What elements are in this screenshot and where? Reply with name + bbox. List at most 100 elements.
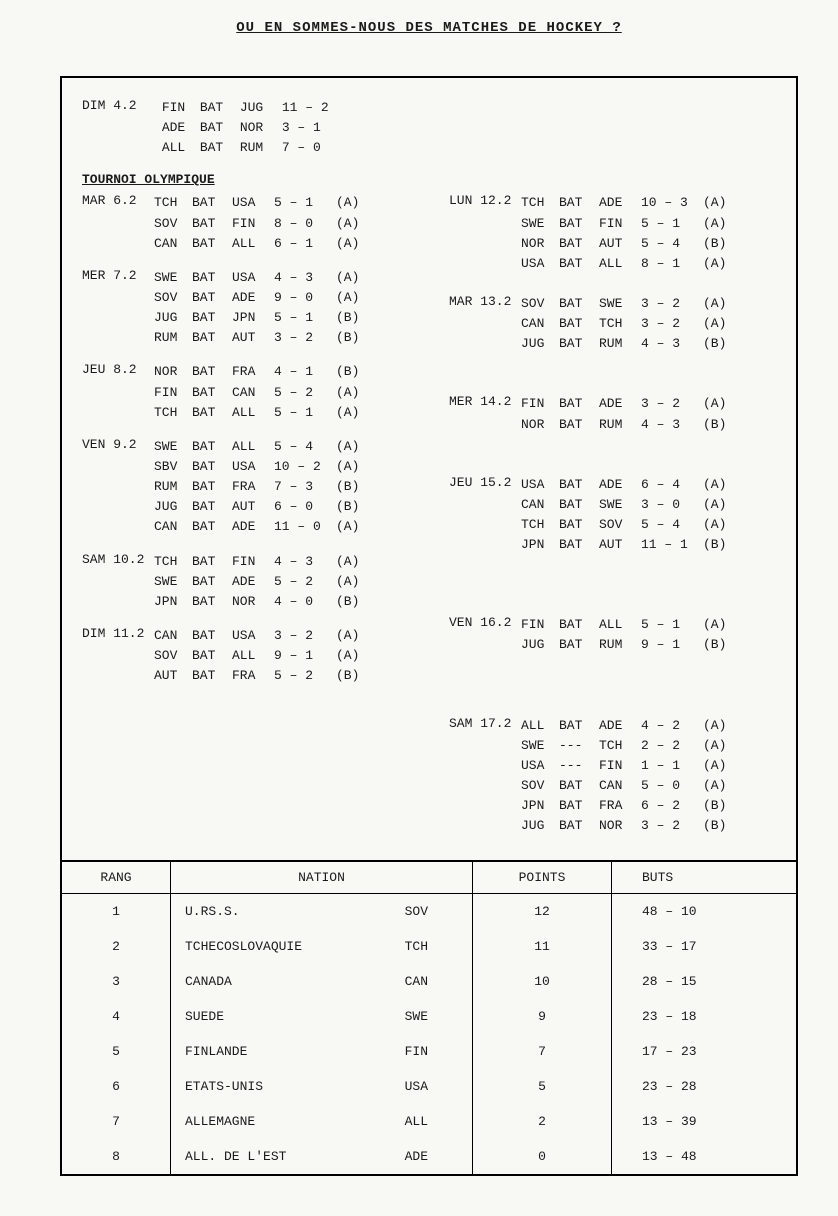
header-rang: RANG <box>62 862 171 894</box>
table-row: 7ALLEMAGNEALL213 – 39 <box>62 1104 796 1139</box>
match-line: FINBATJUG11 – 2 <box>162 98 374 118</box>
cell-buts: 23 – 28 <box>612 1069 797 1104</box>
day-columns: MAR 6.2TCHBATUSA5 – 1(A)SOVBATFIN8 – 0(A… <box>82 193 776 850</box>
cell-points: 10 <box>473 964 612 999</box>
cell-buts: 23 – 18 <box>612 999 797 1034</box>
cell-rang: 6 <box>62 1069 171 1104</box>
match-line: TCHBATADE10 – 3(A) <box>521 193 733 213</box>
match-line: NORBATRUM4 – 3(B) <box>521 415 733 435</box>
match-line: SWEBATUSA4 – 3(A) <box>154 268 366 288</box>
match-line: JPNBATAUT11 – 1(B) <box>521 535 733 555</box>
match-line: RUMBATAUT3 – 2(B) <box>154 328 366 348</box>
cell-points: 12 <box>473 894 612 930</box>
cell-nation: FINLANDEFIN <box>171 1034 473 1069</box>
match-line: AUTBATFRA5 – 2(B) <box>154 666 366 686</box>
table-row: 4SUEDESWE923 – 18 <box>62 999 796 1034</box>
cell-points: 0 <box>473 1139 612 1174</box>
day-block: JEU 15.2USABATADE6 – 4(A)CANBATSWE3 – 0(… <box>449 475 776 556</box>
match-line: JUGBATRUM9 – 1(B) <box>521 635 733 655</box>
right-column: LUN 12.2TCHBATADE10 – 3(A)SWEBATFIN5 – 1… <box>449 193 776 850</box>
day-block: DIM 11.2CANBATUSA3 – 2(A)SOVBATALL9 – 1(… <box>82 626 409 686</box>
match-line: SWEBATFIN5 – 1(A) <box>521 214 733 234</box>
match-line: JPNBATNOR4 – 0(B) <box>154 592 366 612</box>
match-line: SWEBATALL5 – 4(A) <box>154 437 366 457</box>
table-row: 6ETATS-UNISUSA523 – 28 <box>62 1069 796 1104</box>
match-line: JUGBATNOR3 – 2(B) <box>521 816 733 836</box>
main-box: DIM 4.2 FINBATJUG11 – 2ADEBATNOR3 – 1ALL… <box>60 76 798 1176</box>
match-line: CANBATADE11 – 0(A) <box>154 517 366 537</box>
match-line: JPNBATFRA6 – 2(B) <box>521 796 733 816</box>
cell-points: 2 <box>473 1104 612 1139</box>
day-label: MER 14.2 <box>449 394 521 409</box>
day-label: JEU 8.2 <box>82 362 154 377</box>
cell-nation: ALL. DE L'ESTADE <box>171 1139 473 1174</box>
day-block: SAM 17.2ALLBATADE4 – 2(A)SWE---TCH2 – 2(… <box>449 716 776 837</box>
cell-rang: 7 <box>62 1104 171 1139</box>
cell-rang: 2 <box>62 929 171 964</box>
match-line: TCHBATSOV5 – 4(A) <box>521 515 733 535</box>
day-block: VEN 9.2SWEBATALL5 – 4(A)SBVBATUSA10 – 2(… <box>82 437 409 538</box>
results-area: DIM 4.2 FINBATJUG11 – 2ADEBATNOR3 – 1ALL… <box>62 78 796 860</box>
day-block: VEN 16.2FINBATALL5 – 1(A)JUGBATRUM9 – 1(… <box>449 615 776 655</box>
header-points: POINTS <box>473 862 612 894</box>
cell-buts: 28 – 15 <box>612 964 797 999</box>
day-block: JEU 8.2NORBATFRA4 – 1(B)FINBATCAN5 – 2(A… <box>82 362 409 422</box>
day-label: JEU 15.2 <box>449 475 521 490</box>
day-label: LUN 12.2 <box>449 193 521 208</box>
table-row: 3CANADACAN1028 – 15 <box>62 964 796 999</box>
day-block: LUN 12.2TCHBATADE10 – 3(A)SWEBATFIN5 – 1… <box>449 193 776 274</box>
match-line: USA---FIN1 – 1(A) <box>521 756 733 776</box>
match-line: RUMBATFRA7 – 3(B) <box>154 477 366 497</box>
cell-rang: 8 <box>62 1139 171 1174</box>
page: OU EN SOMMES-NOUS DES MATCHES DE HOCKEY … <box>0 0 838 1216</box>
cell-points: 5 <box>473 1069 612 1104</box>
match-line: TCHBATALL5 – 1(A) <box>154 403 366 423</box>
match-line: USABATALL8 – 1(A) <box>521 254 733 274</box>
cell-buts: 33 – 17 <box>612 929 797 964</box>
match-line: ADEBATNOR3 – 1 <box>162 118 374 138</box>
match-line: JUGBATJPN5 – 1(B) <box>154 308 366 328</box>
standings-table: RANG NATION POINTS BUTS 1U.RS.S.SOV1248 … <box>62 860 796 1174</box>
match-line: SWE---TCH2 – 2(A) <box>521 736 733 756</box>
cell-rang: 5 <box>62 1034 171 1069</box>
day-block: MAR 6.2TCHBATUSA5 – 1(A)SOVBATFIN8 – 0(A… <box>82 193 409 253</box>
match-line: ALLBATRUM7 – 0 <box>162 138 374 158</box>
match-line: CANBATSWE3 – 0(A) <box>521 495 733 515</box>
cell-buts: 13 – 39 <box>612 1104 797 1139</box>
table-row: 8ALL. DE L'ESTADE013 – 48 <box>62 1139 796 1174</box>
match-line: FINBATADE3 – 2(A) <box>521 394 733 414</box>
day-block: MER 7.2SWEBATUSA4 – 3(A)SOVBATADE9 – 0(A… <box>82 268 409 349</box>
match-line: JUGBATAUT6 – 0(B) <box>154 497 366 517</box>
cell-points: 7 <box>473 1034 612 1069</box>
match-line: SBVBATUSA10 – 2(A) <box>154 457 366 477</box>
cell-nation: CANADACAN <box>171 964 473 999</box>
match-line: TCHBATFIN4 – 3(A) <box>154 552 366 572</box>
cell-points: 11 <box>473 929 612 964</box>
preliminary-day: DIM 4.2 FINBATJUG11 – 2ADEBATNOR3 – 1ALL… <box>82 98 776 158</box>
day-label: SAM 17.2 <box>449 716 521 731</box>
match-line: ALLBATADE4 – 2(A) <box>521 716 733 736</box>
match-line: TCHBATUSA5 – 1(A) <box>154 193 366 213</box>
match-line: CANBATALL6 – 1(A) <box>154 234 366 254</box>
day-label: VEN 9.2 <box>82 437 154 452</box>
day-label: SAM 10.2 <box>82 552 154 567</box>
table-row: 5FINLANDEFIN717 – 23 <box>62 1034 796 1069</box>
match-line: JUGBATRUM4 – 3(B) <box>521 334 733 354</box>
header-nation: NATION <box>171 862 473 894</box>
cell-nation: ETATS-UNISUSA <box>171 1069 473 1104</box>
cell-buts: 13 – 48 <box>612 1139 797 1174</box>
left-column: MAR 6.2TCHBATUSA5 – 1(A)SOVBATFIN8 – 0(A… <box>82 193 409 850</box>
match-line: SOVBATSWE3 – 2(A) <box>521 294 733 314</box>
match-line: FINBATCAN5 – 2(A) <box>154 383 366 403</box>
header-buts: BUTS <box>612 862 797 894</box>
cell-nation: U.RS.S.SOV <box>171 894 473 930</box>
day-block: MAR 13.2SOVBATSWE3 – 2(A)CANBATTCH3 – 2(… <box>449 294 776 354</box>
cell-nation: SUEDESWE <box>171 999 473 1034</box>
match-line: FINBATALL5 – 1(A) <box>521 615 733 635</box>
day-label: VEN 16.2 <box>449 615 521 630</box>
match-line: CANBATTCH3 – 2(A) <box>521 314 733 334</box>
cell-buts: 48 – 10 <box>612 894 797 930</box>
day-label: MAR 6.2 <box>82 193 154 208</box>
day-label: DIM 11.2 <box>82 626 154 641</box>
match-line: USABATADE6 – 4(A) <box>521 475 733 495</box>
